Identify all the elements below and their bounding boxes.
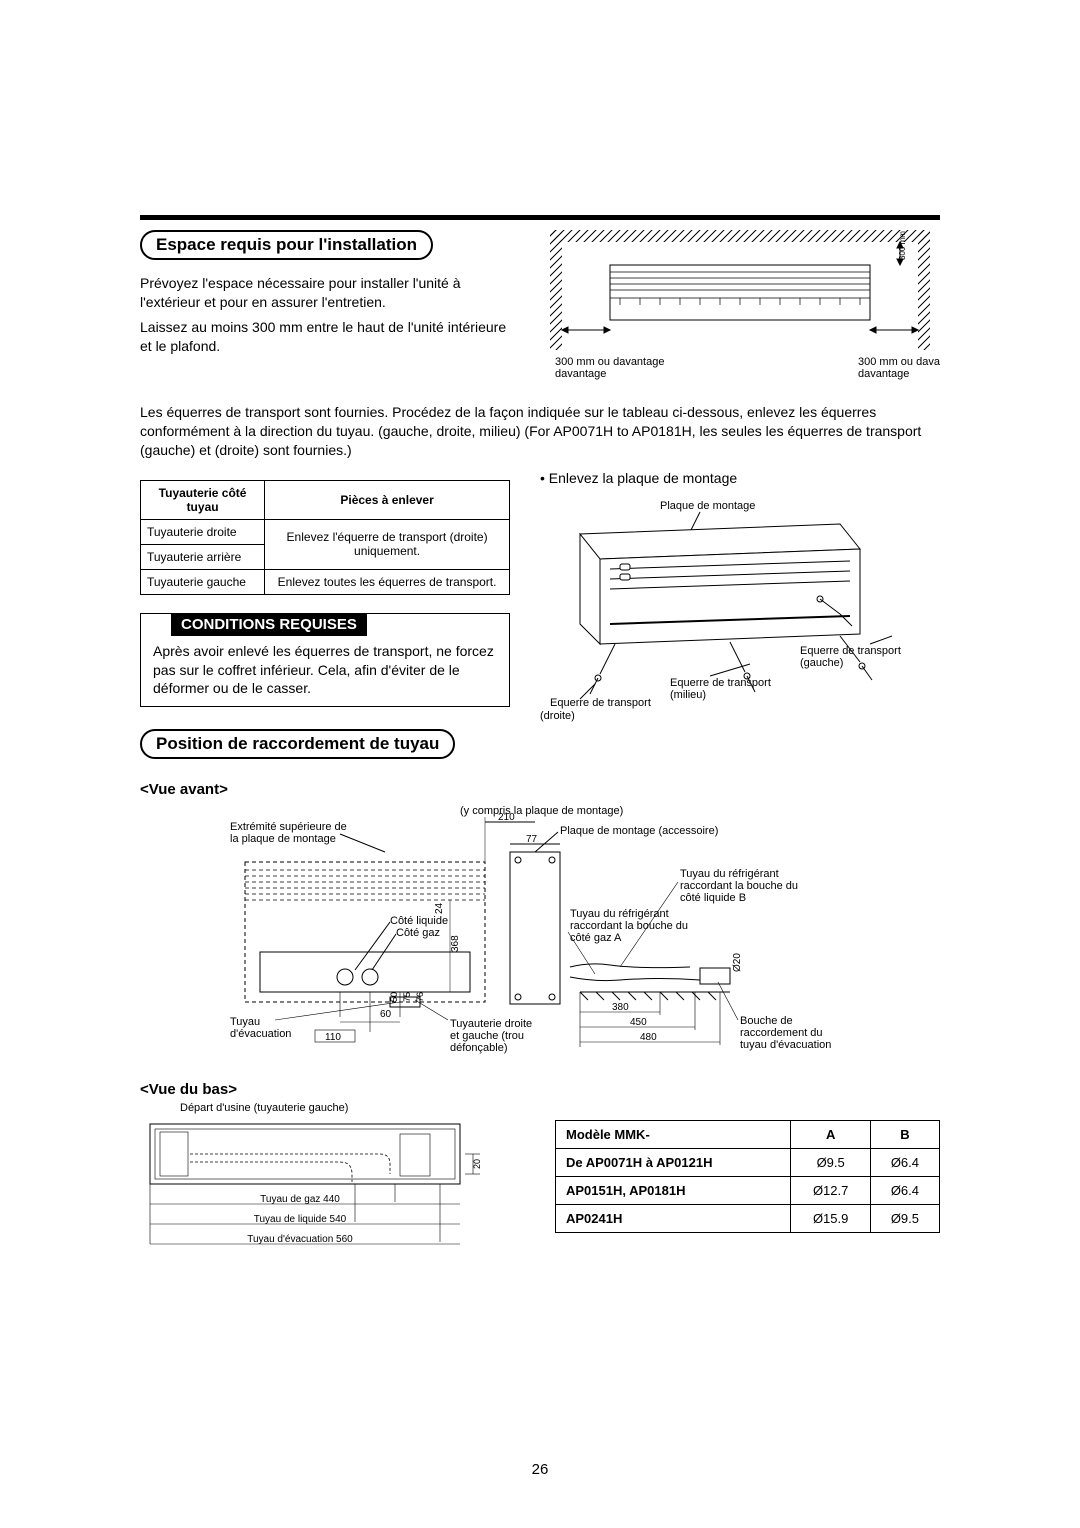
heading-espace: Espace requis pour l'installation bbox=[140, 230, 433, 260]
svg-text:Equerre de transport: Equerre de transport bbox=[670, 677, 771, 689]
mt-r2c2: Ø9.5 bbox=[870, 1205, 939, 1233]
svg-text:Extrémité supérieure de: Extrémité supérieure de bbox=[230, 821, 347, 833]
svg-text:Equerre de transport: Equerre de transport bbox=[800, 645, 901, 657]
svg-text:110: 110 bbox=[325, 1032, 341, 1043]
svg-text:Tuyau: Tuyau bbox=[230, 1016, 260, 1028]
svg-text:la plaque de montage: la plaque de montage bbox=[230, 833, 336, 845]
svg-text:raccordant la bouche du: raccordant la bouche du bbox=[570, 920, 688, 932]
svg-text:300 mm ou davantage: 300 mm ou davantage bbox=[858, 356, 940, 368]
svg-text:Tuyau de gaz 440: Tuyau de gaz 440 bbox=[260, 1194, 340, 1205]
svg-text:davantage: davantage bbox=[555, 368, 606, 380]
svg-text:côté liquide B: côté liquide B bbox=[680, 892, 746, 904]
caution-box: CONDITIONS REQUISES Après avoir enlevé l… bbox=[140, 613, 510, 708]
mt-h1: A bbox=[791, 1121, 870, 1149]
svg-text:(milieu): (milieu) bbox=[670, 689, 706, 701]
mt-r2c0: AP0241H bbox=[556, 1205, 791, 1233]
mt-r0c0: De AP0071H à AP0121H bbox=[556, 1149, 791, 1177]
svg-text:Côté gaz: Côté gaz bbox=[396, 927, 440, 939]
th-remove: Pièces à enlever bbox=[265, 480, 510, 519]
svg-text:défonçable): défonçable) bbox=[450, 1042, 508, 1054]
mt-r0c2: Ø6.4 bbox=[870, 1149, 939, 1177]
header-rule bbox=[140, 215, 940, 220]
svg-text:24: 24 bbox=[434, 903, 445, 915]
svg-text:Plaque de montage (accessoire): Plaque de montage (accessoire) bbox=[560, 825, 718, 837]
front-view-label: <Vue avant> bbox=[140, 781, 228, 798]
svg-text:Equerre de transport: Equerre de transport bbox=[550, 697, 651, 709]
factory-label: Départ d'usine (tuyauterie gauche) bbox=[180, 1102, 525, 1114]
cell-r2c1: Enlevez toutes les équerres de transport… bbox=[265, 569, 510, 594]
svg-text:Tuyau du réfrigérant: Tuyau du réfrigérant bbox=[570, 908, 669, 920]
svg-text:raccordement du: raccordement du bbox=[740, 1027, 823, 1039]
transport-note: Les équerres de transport sont fournies.… bbox=[140, 403, 940, 460]
mt-r1c2: Ø6.4 bbox=[870, 1177, 939, 1205]
cell-r2c0: Tuyauterie gauche bbox=[141, 569, 265, 594]
svg-text:300 mm ou davantage: 300 mm ou davantage bbox=[555, 356, 664, 368]
mt-r0c1: Ø9.5 bbox=[791, 1149, 870, 1177]
cell-r1c0: Tuyauterie arrière bbox=[141, 544, 265, 569]
mt-r1c1: Ø12.7 bbox=[791, 1177, 870, 1205]
svg-text:Ø20: Ø20 bbox=[732, 953, 743, 972]
svg-text:76: 76 bbox=[415, 992, 425, 1002]
bullet-remove-plate: Enlevez la plaque de montage bbox=[540, 470, 940, 486]
piping-table: Tuyauterie côté tuyau Pièces à enlever T… bbox=[140, 480, 510, 595]
mt-h2: B bbox=[870, 1121, 939, 1149]
caution-title: CONDITIONS REQUISES bbox=[171, 613, 367, 636]
svg-text:(y compris la plaque de montag: (y compris la plaque de montage) bbox=[460, 805, 623, 817]
svg-text:Tuyau de liquide 540: Tuyau de liquide 540 bbox=[254, 1214, 347, 1225]
svg-text:Tuyau du réfrigérant: Tuyau du réfrigérant bbox=[680, 868, 779, 880]
svg-text:50: 50 bbox=[389, 992, 399, 1002]
cell-r0c1: Enlevez l'équerre de transport (droite) … bbox=[265, 519, 510, 569]
svg-text:Tuyau d'évacuation 560: Tuyau d'évacuation 560 bbox=[247, 1234, 353, 1245]
page-number: 26 bbox=[0, 1461, 1080, 1478]
svg-text:380: 380 bbox=[612, 1002, 629, 1013]
svg-text:210: 210 bbox=[498, 812, 515, 823]
svg-text:Côté liquide: Côté liquide bbox=[390, 915, 448, 927]
svg-text:Tuyauterie droite: Tuyauterie droite bbox=[450, 1018, 532, 1030]
svg-text:60: 60 bbox=[380, 1009, 392, 1020]
para-espace-1: Prévoyez l'espace nécessaire pour instal… bbox=[140, 274, 510, 312]
model-table: Modèle MMK- A B De AP0071H à AP0121H Ø9.… bbox=[555, 1120, 940, 1233]
clearance-diagram: 300 mm ou davantage 300 mm ou davantage … bbox=[540, 230, 940, 380]
svg-text:tuyau d'évacuation: tuyau d'évacuation bbox=[740, 1039, 831, 1051]
mounting-diagram: Plaque de montage bbox=[540, 494, 940, 709]
svg-text:Bouche de: Bouche de bbox=[740, 1015, 793, 1027]
svg-text:côté gaz A: côté gaz A bbox=[570, 932, 622, 944]
svg-text:Plaque de montage: Plaque de montage bbox=[660, 500, 755, 512]
mt-h0: Modèle MMK- bbox=[556, 1121, 791, 1149]
caution-text: Après avoir enlevé les équerres de trans… bbox=[141, 642, 509, 699]
svg-text:75: 75 bbox=[402, 992, 412, 1002]
svg-text:20: 20 bbox=[472, 1159, 482, 1169]
svg-text:(gauche): (gauche) bbox=[800, 657, 843, 669]
svg-text:450: 450 bbox=[630, 1017, 647, 1028]
th-side: Tuyauterie côté tuyau bbox=[141, 480, 265, 519]
svg-text:480: 480 bbox=[640, 1032, 657, 1043]
mt-r1c0: AP0151H, AP0181H bbox=[556, 1177, 791, 1205]
front-view-diagram: (y compris la plaque de montage) Extrémi… bbox=[140, 802, 940, 1062]
label-bracket-right-extra: (droite) bbox=[540, 710, 940, 722]
heading-position: Position de raccordement de tuyau bbox=[140, 729, 455, 759]
svg-text:et gauche (trou: et gauche (trou bbox=[450, 1030, 524, 1042]
para-espace-2: Laissez au moins 300 mm entre le haut de… bbox=[140, 318, 510, 356]
svg-text:368: 368 bbox=[450, 935, 461, 952]
mt-r2c1: Ø15.9 bbox=[791, 1205, 870, 1233]
cell-r0c0: Tuyauterie droite bbox=[141, 519, 265, 544]
svg-text:300 mm ou davantage: 300 mm ou davantage bbox=[898, 230, 907, 260]
bottom-view-diagram: 20 Tuyau de gaz 440 Tuyau de liquide 540… bbox=[140, 1114, 500, 1264]
svg-text:77: 77 bbox=[526, 834, 538, 845]
svg-text:d'évacuation: d'évacuation bbox=[230, 1028, 291, 1040]
svg-text:davantage: davantage bbox=[858, 368, 909, 380]
svg-text:raccordant la bouche du: raccordant la bouche du bbox=[680, 880, 798, 892]
bottom-view-label: <Vue du bas> bbox=[140, 1081, 940, 1098]
